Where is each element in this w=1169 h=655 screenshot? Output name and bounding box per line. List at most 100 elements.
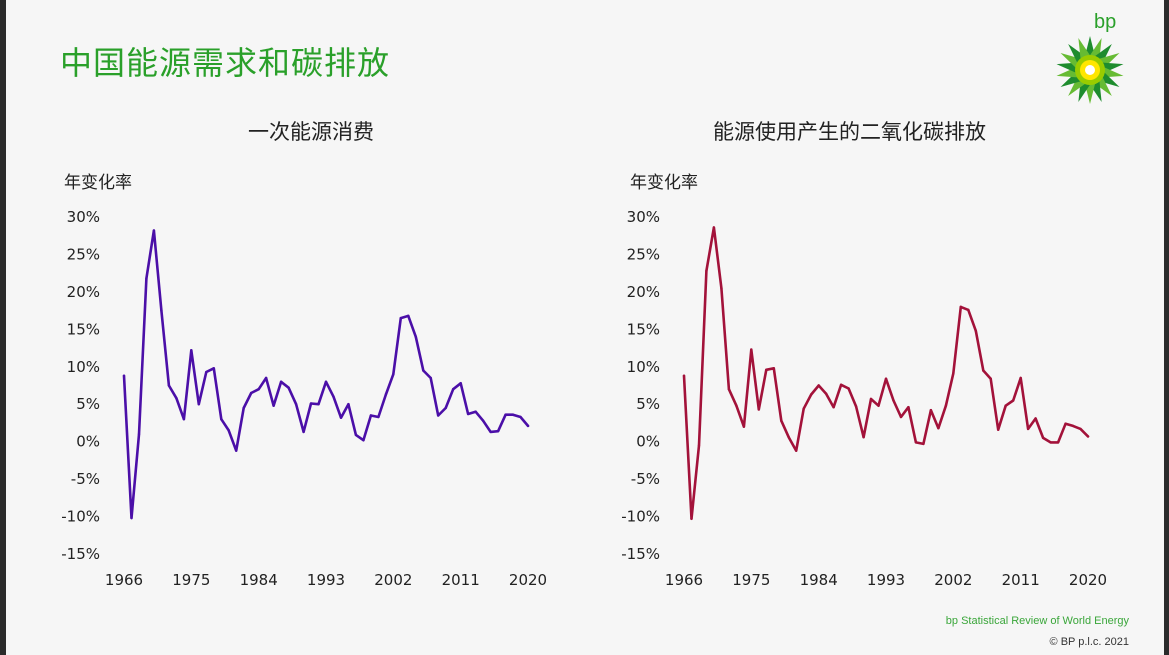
data-point xyxy=(780,419,783,422)
x-tick-label: 2011 xyxy=(1002,571,1040,589)
data-point xyxy=(959,305,963,309)
data-point xyxy=(802,407,805,410)
data-point xyxy=(122,374,126,377)
y-tick-label: 0% xyxy=(76,433,100,451)
data-point xyxy=(832,406,835,409)
data-point xyxy=(481,419,485,422)
data-point xyxy=(862,435,865,439)
y-tick-label: 15% xyxy=(67,320,100,338)
data-point xyxy=(145,277,148,280)
data-point xyxy=(451,388,455,391)
data-point xyxy=(227,429,230,432)
data-point xyxy=(317,403,320,406)
data-point xyxy=(175,397,178,400)
data-point xyxy=(1034,417,1037,420)
co2-emissions-chart: 30% 25% 20% 15% 10% 5% 0% -5% -10% -15% 1966 1975 19… xyxy=(621,208,1107,589)
data-point xyxy=(1019,376,1022,380)
data-point xyxy=(190,349,193,352)
data-point xyxy=(287,386,290,389)
x-tick-label: 1966 xyxy=(105,571,143,589)
data-point xyxy=(877,404,880,407)
data-point xyxy=(765,368,768,371)
data-point xyxy=(772,367,775,370)
data-point xyxy=(392,373,395,376)
data-point xyxy=(504,413,507,416)
data-point xyxy=(1079,427,1082,431)
data-point xyxy=(466,412,470,416)
data-point xyxy=(869,397,873,401)
data-point xyxy=(444,406,447,410)
x-tick-label: 1984 xyxy=(240,571,278,589)
data-point xyxy=(735,404,738,407)
y-tick-label: 30% xyxy=(67,208,100,226)
data-point xyxy=(727,388,731,391)
data-point xyxy=(997,428,1000,431)
primary-energy-chart: 30% 25% 20% 15% 10% 5% 0% -5% -10% -15% 1966 1975 19… xyxy=(61,208,547,589)
y-tick-label: -15% xyxy=(621,545,660,563)
data-point xyxy=(847,387,850,390)
data-point xyxy=(809,393,813,396)
x-tick-label: 1975 xyxy=(172,571,210,589)
helios-icon xyxy=(1056,36,1124,104)
data-point xyxy=(892,399,895,402)
data-point xyxy=(264,376,268,380)
data-point xyxy=(422,369,425,372)
data-point xyxy=(742,425,746,428)
x-tick-label: 2020 xyxy=(509,571,547,589)
data-point xyxy=(339,416,343,419)
y-tick-label: 25% xyxy=(67,245,100,263)
y-axis-title-co2: 年变化率 xyxy=(630,173,698,193)
data-point xyxy=(697,444,701,447)
data-point xyxy=(294,403,298,406)
data-point xyxy=(332,395,335,398)
footer-copyright: © BP p.l.c. 2021 xyxy=(1049,636,1129,648)
data-point xyxy=(907,406,910,409)
data-point xyxy=(496,429,500,433)
data-point xyxy=(944,404,948,407)
y-tick-label: 10% xyxy=(67,358,100,376)
data-point xyxy=(362,438,365,442)
data-point xyxy=(429,376,432,380)
x-tick-label: 1993 xyxy=(867,571,905,589)
x-tick-label: 1966 xyxy=(665,571,703,589)
data-point xyxy=(212,367,215,370)
x-tick-label: 1984 xyxy=(800,571,838,589)
data-point xyxy=(511,413,515,416)
series-line xyxy=(682,226,1090,521)
x-tick-label: 1993 xyxy=(307,571,345,589)
data-point xyxy=(242,406,245,410)
data-point xyxy=(377,415,380,419)
data-point xyxy=(982,369,985,372)
data-point xyxy=(929,409,933,412)
y-axis-title-primary-energy: 年变化率 xyxy=(64,173,132,193)
data-point xyxy=(437,414,440,417)
data-point xyxy=(750,348,753,351)
data-point xyxy=(1026,427,1030,431)
data-point xyxy=(914,441,918,444)
data-point xyxy=(1056,441,1060,444)
x-tick-label: 1975 xyxy=(732,571,770,589)
series-line xyxy=(122,229,530,520)
data-point xyxy=(414,335,417,339)
data-point xyxy=(519,415,522,419)
data-point xyxy=(407,314,410,318)
data-point xyxy=(884,377,888,380)
x-tick-label: 2002 xyxy=(374,571,412,589)
data-point xyxy=(795,449,798,452)
data-point xyxy=(705,269,708,273)
y-tick-label: 15% xyxy=(627,320,660,338)
data-point xyxy=(369,414,373,417)
data-point xyxy=(1041,436,1045,440)
data-point xyxy=(1071,424,1075,428)
data-point xyxy=(489,430,492,434)
data-point xyxy=(937,426,940,430)
data-point xyxy=(384,393,388,396)
data-point xyxy=(324,380,328,383)
y-tick-label: 5% xyxy=(76,395,100,413)
y-tick-label: 10% xyxy=(627,358,660,376)
data-point xyxy=(1004,404,1007,407)
y-tick-label: 25% xyxy=(627,245,660,263)
data-point xyxy=(182,418,186,421)
data-point xyxy=(235,449,238,452)
data-point xyxy=(309,402,313,405)
